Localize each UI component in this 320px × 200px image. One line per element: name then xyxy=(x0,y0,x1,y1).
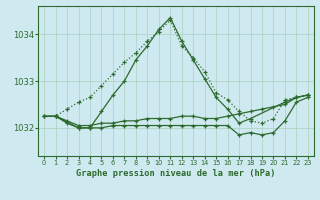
X-axis label: Graphe pression niveau de la mer (hPa): Graphe pression niveau de la mer (hPa) xyxy=(76,169,276,178)
